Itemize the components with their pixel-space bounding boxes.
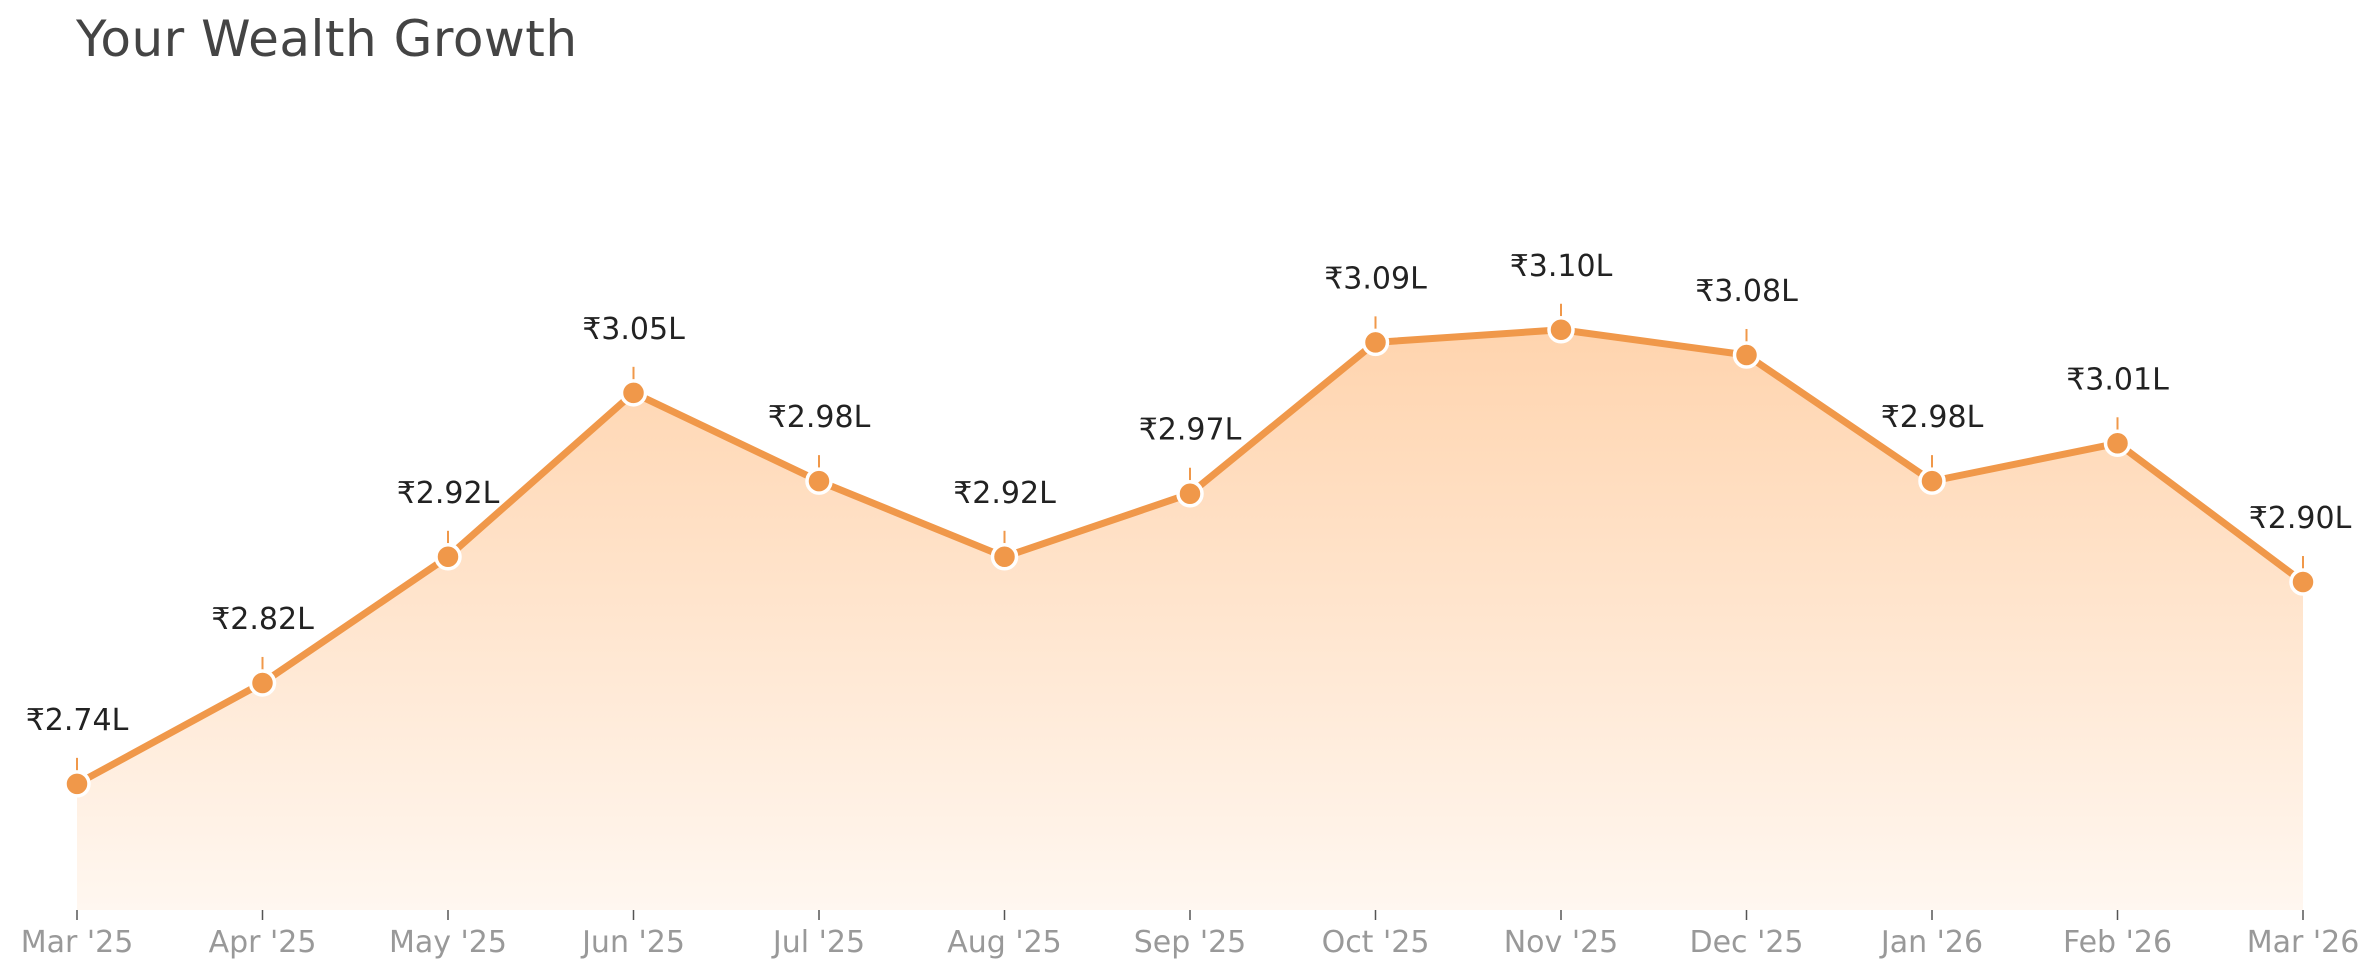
data-label: ₹2.98L: [1881, 400, 1984, 435]
x-tick-label: Sep '25: [1134, 925, 1247, 960]
chart-title: Your Wealth Growth: [76, 10, 578, 68]
data-label: ₹3.05L: [582, 312, 685, 347]
x-tick-label: Nov '25: [1504, 925, 1619, 960]
x-tick-label: Apr '25: [209, 925, 317, 960]
data-point: [1176, 479, 1204, 508]
area-fill: [77, 329, 2303, 910]
data-point: [63, 770, 91, 798]
x-axis: Mar '25 Apr '25 May '25 Jun '25 Jul '25 Aug '…: [21, 910, 2360, 960]
x-tick-label: Jul '25: [771, 925, 865, 960]
data-point: [2289, 568, 2317, 596]
x-tick-label: Feb '26: [2063, 925, 2172, 960]
x-tick-label: Jun '25: [580, 925, 685, 960]
data-label: ₹2.74L: [26, 703, 129, 738]
x-tick-label: Mar '26: [2247, 925, 2360, 960]
data-label: ₹3.09L: [1324, 261, 1427, 296]
marker-layer: [63, 303, 2317, 798]
data-label: ₹2.92L: [397, 476, 500, 511]
x-tick-label: Jan '26: [1879, 925, 1983, 960]
data-point: [619, 379, 648, 407]
data-label: ₹3.08L: [1695, 274, 1798, 309]
x-tick-label: Dec '25: [1689, 925, 1803, 960]
data-point: [990, 543, 1019, 571]
data-point: [805, 467, 833, 495]
data-label: ₹2.82L: [211, 602, 314, 637]
data-label: ₹3.10L: [1510, 249, 1613, 284]
data-label: ₹2.92L: [953, 476, 1056, 511]
x-tick-label: Mar '25: [21, 925, 134, 960]
data-point: [434, 543, 462, 571]
data-point: [1547, 316, 1575, 344]
area-layer: [77, 329, 2303, 910]
x-tick-label: Oct '25: [1322, 925, 1430, 960]
data-label: ₹3.01L: [2066, 362, 2169, 397]
data-point: [1361, 328, 1390, 357]
data-point: [1918, 467, 1946, 495]
data-label: ₹2.98L: [768, 400, 871, 435]
data-label: ₹2.90L: [2249, 501, 2352, 536]
data-label: ₹2.97L: [1139, 413, 1242, 448]
data-point: [1732, 341, 1761, 369]
data-label-layer: ₹2.74L ₹2.82L ₹2.92L ₹3.05L ₹2.98L ₹2.92L ₹2.9…: [26, 249, 2352, 738]
data-point: [248, 669, 277, 697]
x-tick-label: May '25: [389, 925, 507, 960]
x-tick-label: Aug '25: [947, 925, 1062, 960]
data-point: [2103, 429, 2132, 458]
